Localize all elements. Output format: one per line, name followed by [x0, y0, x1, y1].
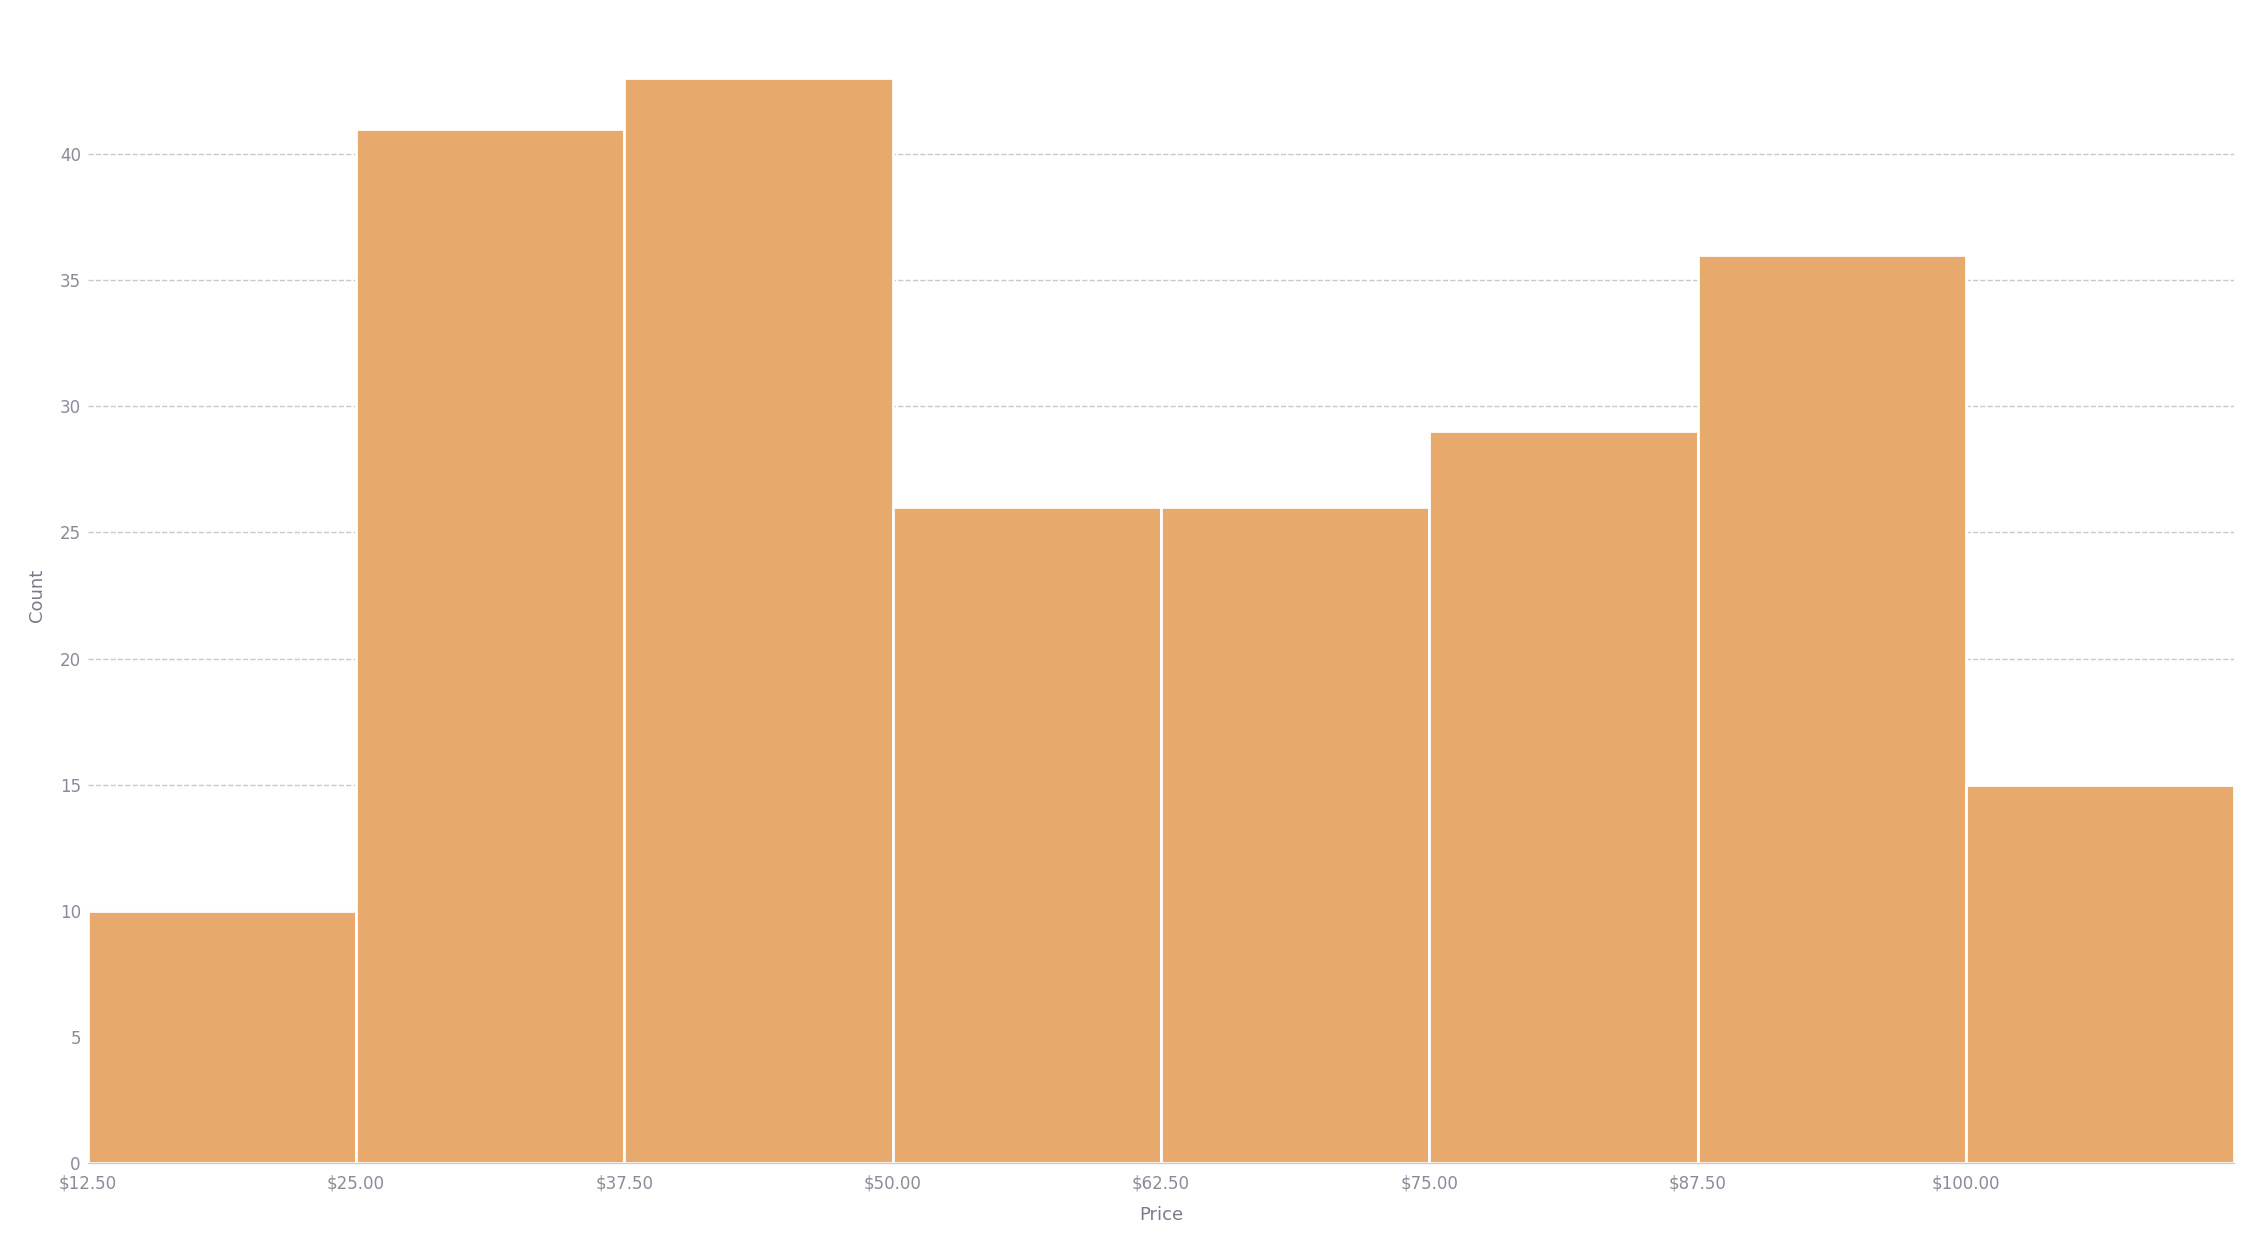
Bar: [1160, 507, 1430, 1163]
Bar: [1696, 255, 1966, 1163]
Y-axis label: Count: Count: [27, 568, 45, 622]
Bar: [1966, 785, 2235, 1163]
Bar: [1430, 432, 1696, 1163]
X-axis label: Price: Price: [1138, 1206, 1183, 1224]
Bar: [893, 507, 1160, 1163]
Bar: [624, 78, 893, 1163]
Bar: [88, 911, 355, 1163]
Bar: [355, 129, 624, 1163]
